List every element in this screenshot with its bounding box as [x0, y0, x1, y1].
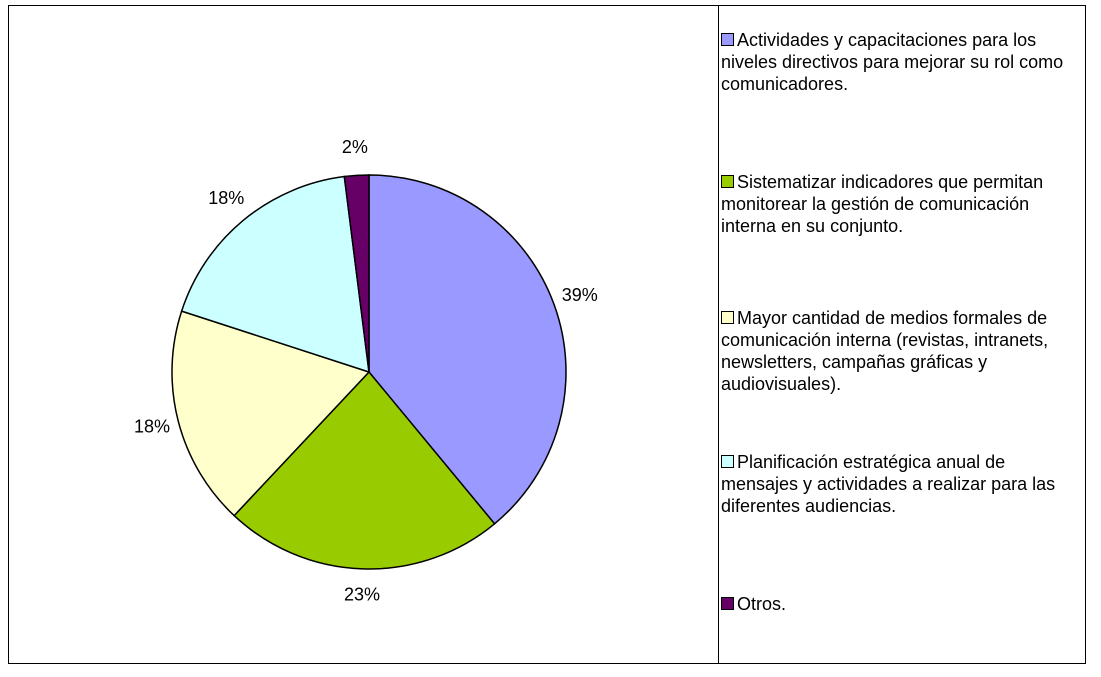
data-label: 18% [134, 416, 170, 436]
data-label: 39% [562, 285, 598, 305]
legend-item: Mayor cantidad de medios formales de com… [721, 307, 1086, 395]
legend-swatch [721, 597, 734, 610]
pie-slice [368, 174, 567, 525]
legend-swatch [721, 311, 734, 324]
legend-swatch [721, 175, 734, 188]
pie-slice [171, 310, 371, 517]
pie-slice [233, 370, 496, 570]
legend-item: Actividades y capacitaciones para los ni… [721, 29, 1086, 95]
pie-slice [180, 175, 370, 374]
data-label: 2% [342, 137, 368, 157]
legend-item: Planificación estratégica anual de mensa… [721, 451, 1086, 517]
legend-swatch [721, 455, 734, 468]
legend-swatch [721, 33, 734, 46]
legend-item: Otros. [721, 593, 1086, 615]
frame [8, 5, 1086, 664]
legend-label: Actividades y capacitaciones para los ni… [721, 30, 1064, 94]
legend-label: Mayor cantidad de medios formales de com… [721, 308, 1049, 394]
data-label: 18% [208, 188, 244, 208]
data-label: 23% [344, 585, 380, 605]
legend-label: Sistematizar indicadores que permitan mo… [721, 172, 1044, 236]
legend-label: Planificación estratégica anual de mensa… [721, 452, 1056, 516]
pie-slice [343, 174, 370, 373]
legend-label: Otros. [737, 594, 787, 614]
legend-item: Sistematizar indicadores que permitan mo… [721, 171, 1086, 237]
